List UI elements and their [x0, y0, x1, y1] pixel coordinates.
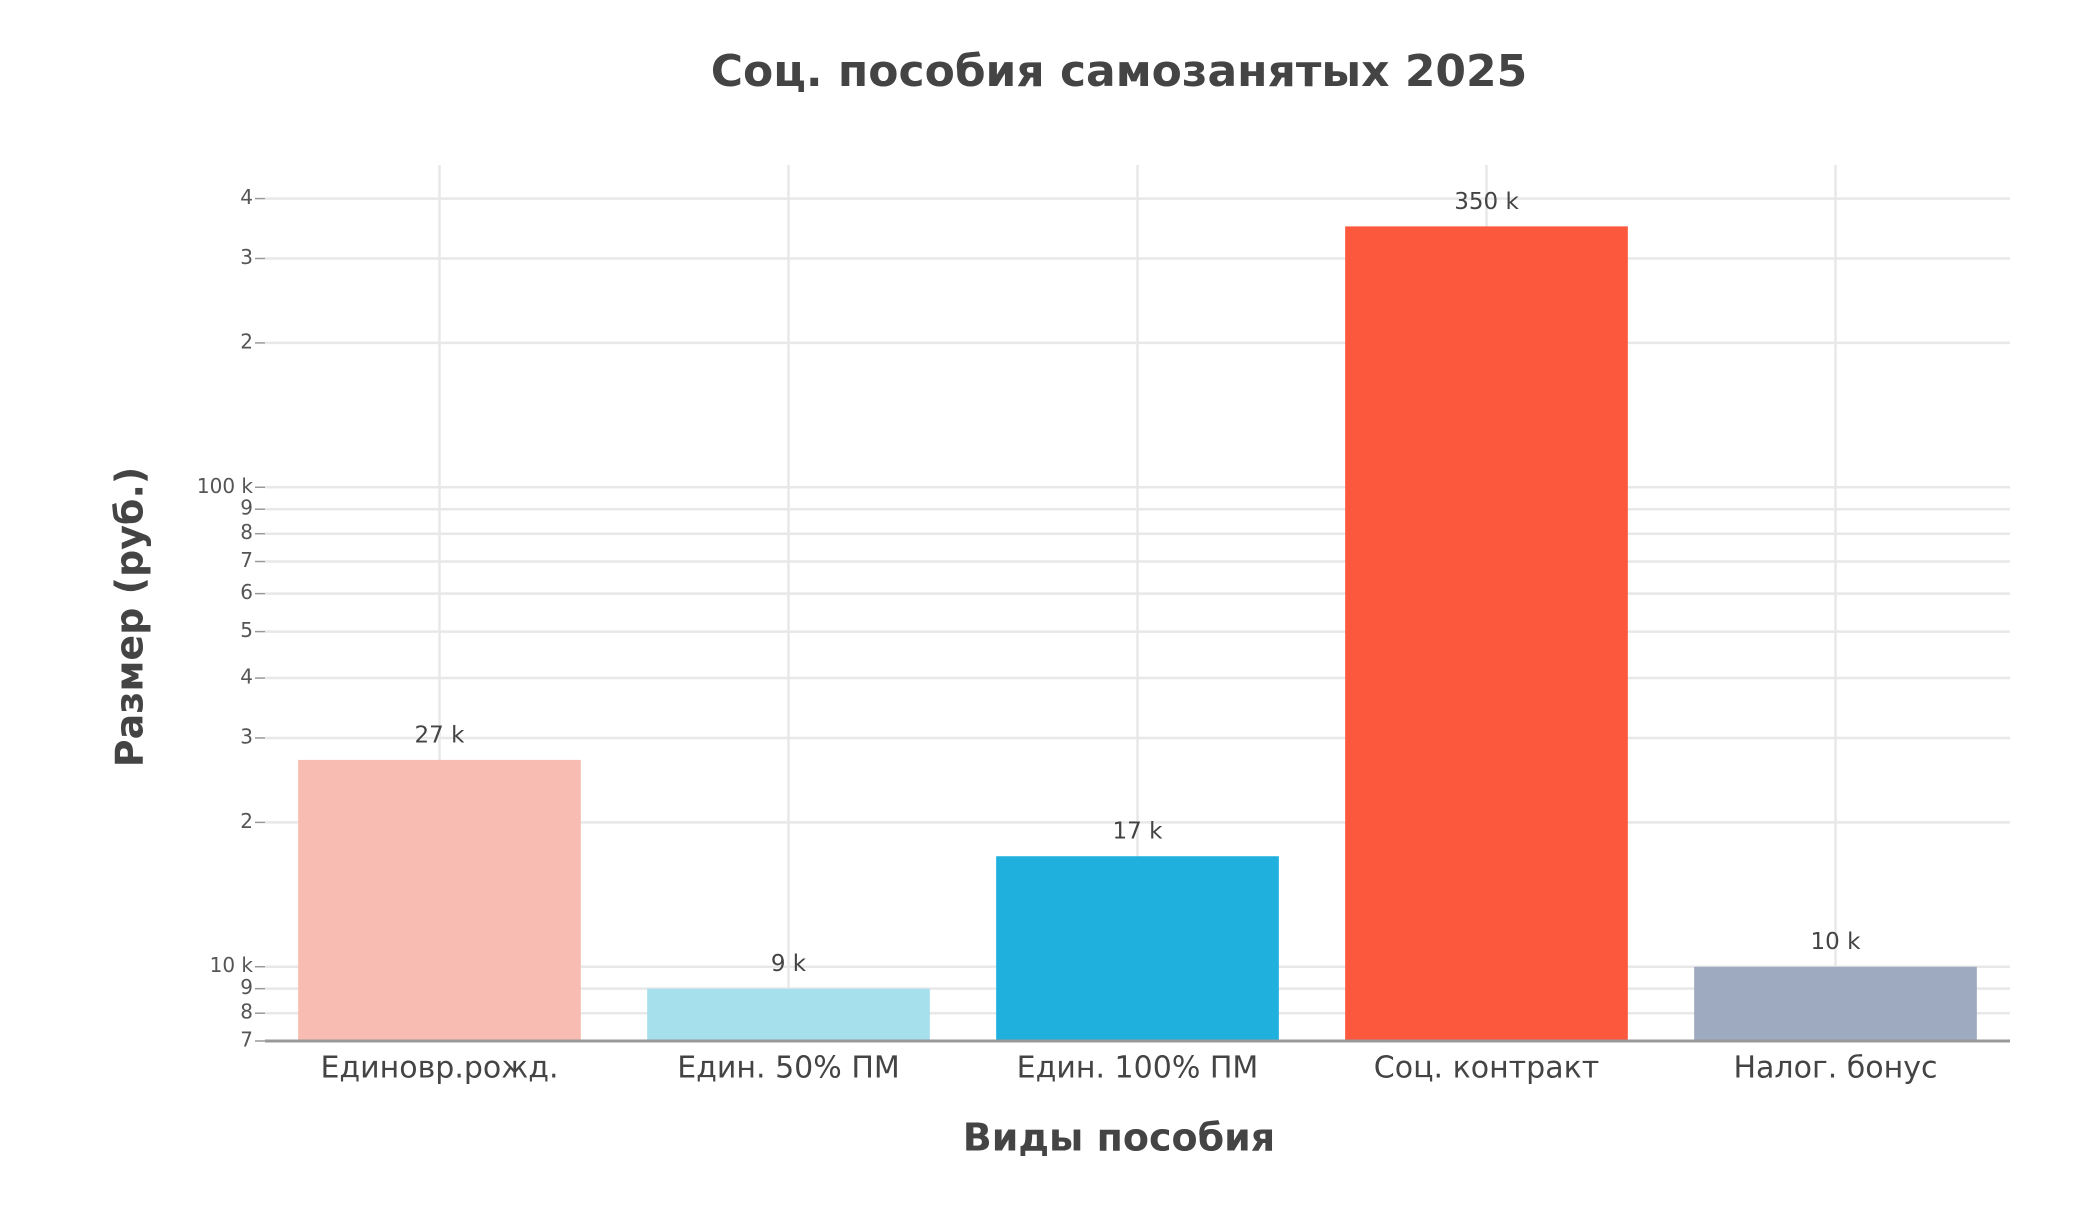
- y-tick-label: 9: [240, 975, 253, 999]
- bar: [996, 856, 1279, 1041]
- value-label: 27 k: [415, 722, 466, 748]
- y-tick-label: 6: [240, 580, 253, 604]
- chart-title: Соц. пособия самозанятых 2025: [711, 46, 1528, 97]
- value-label: 9 k: [771, 951, 807, 977]
- value-label: 17 k: [1113, 819, 1164, 845]
- bar: [1345, 226, 1628, 1042]
- y-tick-label: 7: [240, 548, 253, 572]
- y-tick-label: 8: [240, 520, 253, 544]
- bar: [1694, 966, 1977, 1041]
- y-tick-label: 8: [240, 1000, 253, 1024]
- value-label: 10 k: [1811, 929, 1862, 955]
- x-tick-label: Единовр.рожд.: [320, 1051, 558, 1086]
- y-tick-label: 2: [240, 329, 253, 353]
- bar: [647, 988, 930, 1041]
- y-tick-label: 100 k: [197, 474, 254, 498]
- y-tick-label: 4: [240, 185, 253, 209]
- y-tick-label: 3: [240, 245, 253, 269]
- y-tick-label: 10 k: [210, 953, 254, 977]
- y-tick-label: 9: [240, 496, 253, 520]
- y-tick-label: 2: [240, 809, 253, 833]
- x-axis-label: Виды пособия: [963, 1116, 1275, 1160]
- value-label: 350 k: [1454, 189, 1519, 215]
- y-tick-label: 5: [240, 618, 253, 642]
- x-tick-label: Соц. контракт: [1374, 1051, 1599, 1086]
- y-axis-label: Размер (руб.): [108, 467, 152, 768]
- bar: [298, 759, 581, 1041]
- x-tick-label: Един. 100% ПМ: [1017, 1051, 1259, 1086]
- x-tick-label: Един. 50% ПМ: [677, 1051, 900, 1086]
- x-tick-label: Налог. бонус: [1733, 1051, 1937, 1086]
- y-tick-label: 4: [240, 665, 253, 689]
- y-tick-label: 3: [240, 724, 253, 748]
- y-tick-label: 7: [240, 1028, 253, 1052]
